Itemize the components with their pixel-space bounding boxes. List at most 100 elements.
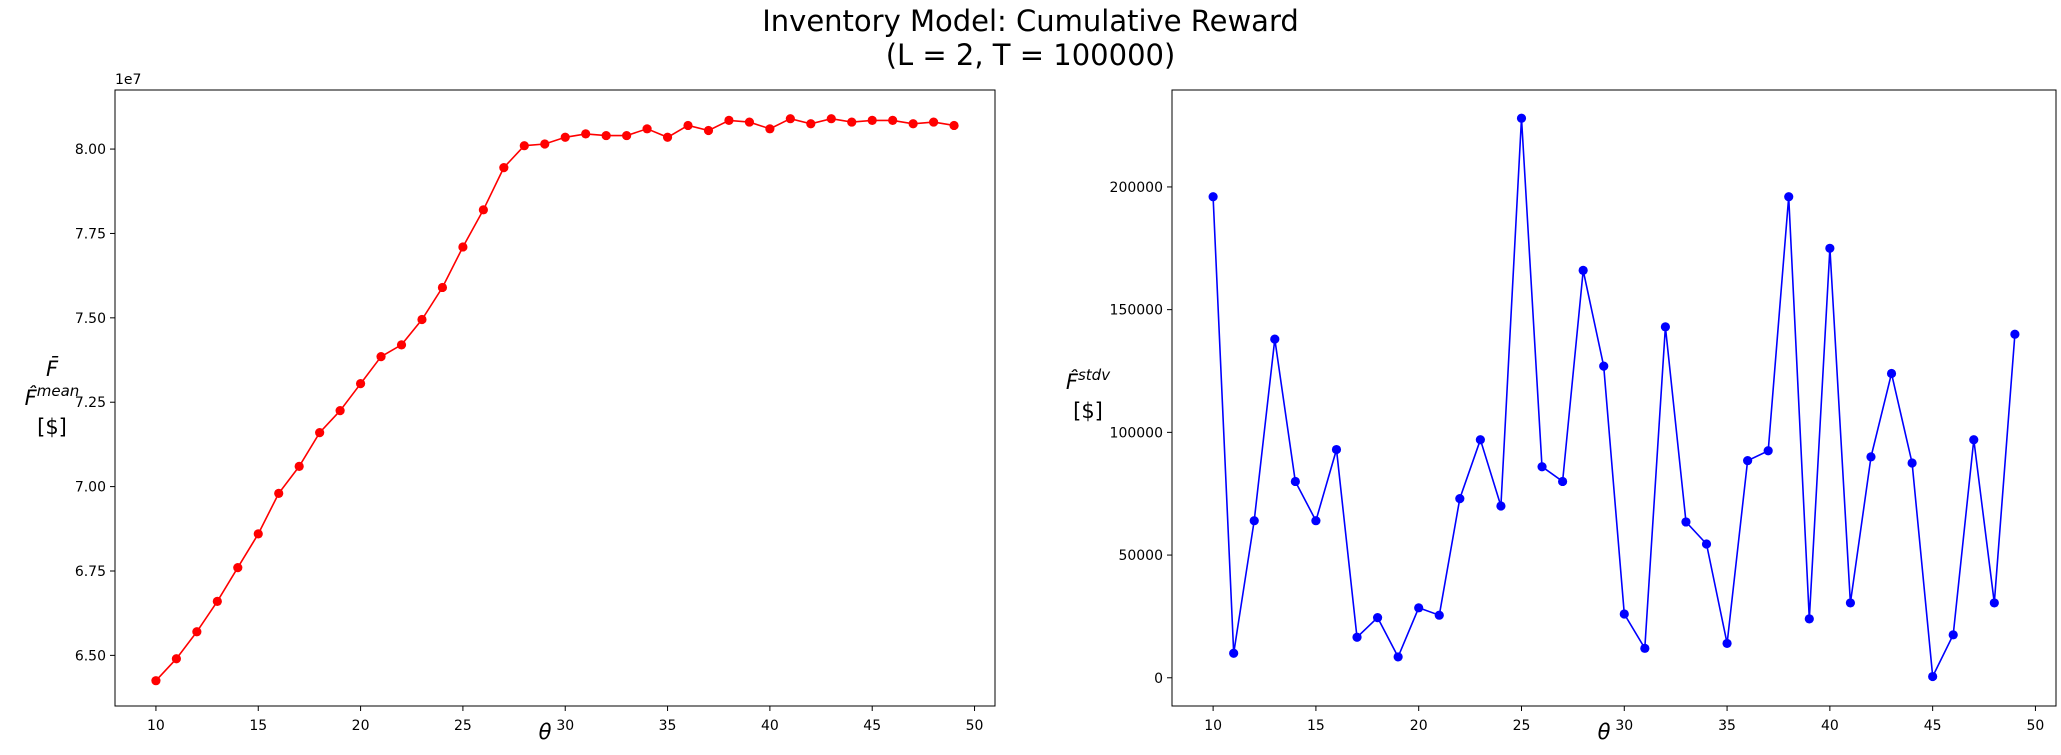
stdv-reward-chart: 10 15 20 25 30 35 40 45 50 0 50000 100000 150000 2000… xyxy=(1066,89,2057,744)
series-line xyxy=(155,117,955,682)
data-point xyxy=(1229,648,1239,658)
data-point xyxy=(274,488,284,498)
data-point xyxy=(1845,598,1856,608)
x-tick-label: 10 xyxy=(147,718,165,734)
data-point xyxy=(1475,435,1485,445)
data-point xyxy=(233,563,243,573)
data-point xyxy=(212,596,222,606)
data-point xyxy=(1660,322,1670,332)
figure-title: Inventory Model: Cumulative Reward (L = … xyxy=(0,4,2061,72)
y-tick-label: 6.75 xyxy=(75,564,106,580)
plot-frame xyxy=(1171,89,2057,707)
x-tick-label: 50 xyxy=(2027,718,2045,734)
data-point xyxy=(1907,458,1917,468)
x-tick-label: 20 xyxy=(352,718,370,734)
data-point xyxy=(662,132,673,142)
data-point xyxy=(1331,444,1342,455)
data-point xyxy=(437,282,448,293)
y-tick-label: 7.50 xyxy=(75,311,106,327)
data-point xyxy=(1311,516,1321,526)
data-point xyxy=(1619,609,1629,619)
y-tick-label: 7.00 xyxy=(75,480,106,496)
data-point xyxy=(1455,494,1465,504)
data-point xyxy=(1414,603,1424,613)
x-tick-label: 40 xyxy=(1821,718,1839,734)
data-point xyxy=(1804,614,1814,624)
data-point xyxy=(1989,598,1999,608)
data-point xyxy=(1825,243,1835,253)
data-point xyxy=(581,129,591,139)
data-point xyxy=(335,406,345,416)
data-point xyxy=(724,115,734,125)
data-point xyxy=(1537,462,1547,472)
y-tick-label: 50000 xyxy=(1118,548,1163,564)
data-point xyxy=(744,117,755,127)
y-tick-label: 200000 xyxy=(1110,180,1163,196)
x-tick-label: 15 xyxy=(1307,718,1325,734)
y-tick-label: 6.50 xyxy=(75,648,106,664)
data-point xyxy=(601,130,611,141)
data-point xyxy=(560,132,570,142)
data-point xyxy=(1681,517,1691,527)
y-axis-label: F̂mean xyxy=(25,382,80,410)
x-tick-label: 30 xyxy=(1615,718,1633,734)
y-tick-label: 8.00 xyxy=(75,142,106,158)
figure-title-line-2: (L = 2, T = 100000) xyxy=(885,38,1176,72)
data-point xyxy=(1948,630,1958,640)
data-point xyxy=(478,205,488,215)
data-point xyxy=(396,340,407,350)
data-point xyxy=(253,529,263,539)
data-point xyxy=(458,242,468,252)
data-point xyxy=(1352,632,1362,642)
x-tick-label: 20 xyxy=(1410,718,1428,734)
x-tick-label: 15 xyxy=(249,718,267,734)
figure-title-line-1: Inventory Model: Cumulative Reward xyxy=(762,4,1299,38)
data-point xyxy=(499,163,509,173)
data-point xyxy=(1249,516,1259,526)
x-tick-label: 45 xyxy=(863,718,881,734)
data-point xyxy=(1969,435,1979,445)
data-point xyxy=(1578,265,1588,275)
y-tick-label: 150000 xyxy=(1110,303,1163,319)
data-point xyxy=(1701,539,1712,549)
x-tick-label: 45 xyxy=(1924,718,1942,734)
data-point xyxy=(519,141,529,151)
data-point xyxy=(1208,192,1218,202)
data-point xyxy=(1434,610,1444,620)
data-point xyxy=(1784,192,1794,202)
data-point xyxy=(1640,643,1650,653)
x-axis-label: θ xyxy=(539,720,552,744)
data-point xyxy=(151,676,161,686)
data-point xyxy=(642,124,652,134)
data-point xyxy=(376,352,386,362)
data-point xyxy=(1290,476,1300,487)
data-point xyxy=(1516,113,1527,123)
data-point xyxy=(785,114,795,124)
x-axis-label: θ xyxy=(1598,720,1611,744)
y-axis-label: F̄ xyxy=(46,356,59,381)
data-point xyxy=(1866,452,1876,462)
data-point xyxy=(1928,671,1938,682)
series-line xyxy=(1212,118,2016,680)
x-tick-label: 35 xyxy=(1718,718,1736,734)
data-point xyxy=(355,379,366,389)
data-point xyxy=(806,119,816,129)
data-point xyxy=(417,314,427,325)
data-point xyxy=(294,461,304,471)
data-point xyxy=(683,120,693,131)
data-point xyxy=(171,654,181,664)
y-axis-label: [$] xyxy=(1073,399,1103,423)
x-tick-label: 25 xyxy=(1513,718,1531,734)
y-tick-label: 0 xyxy=(1154,671,1163,687)
x-tick-label: 35 xyxy=(659,718,677,734)
y-axis-label: [$] xyxy=(37,415,67,439)
data-point xyxy=(540,139,550,149)
data-point xyxy=(1372,613,1383,623)
data-point xyxy=(888,115,898,125)
data-point xyxy=(1393,652,1403,662)
data-point xyxy=(867,115,877,125)
data-point xyxy=(908,119,918,129)
y-offset-label: 1e7 xyxy=(115,72,141,88)
y-tick-label: 100000 xyxy=(1110,425,1163,441)
x-tick-label: 10 xyxy=(1204,718,1222,734)
